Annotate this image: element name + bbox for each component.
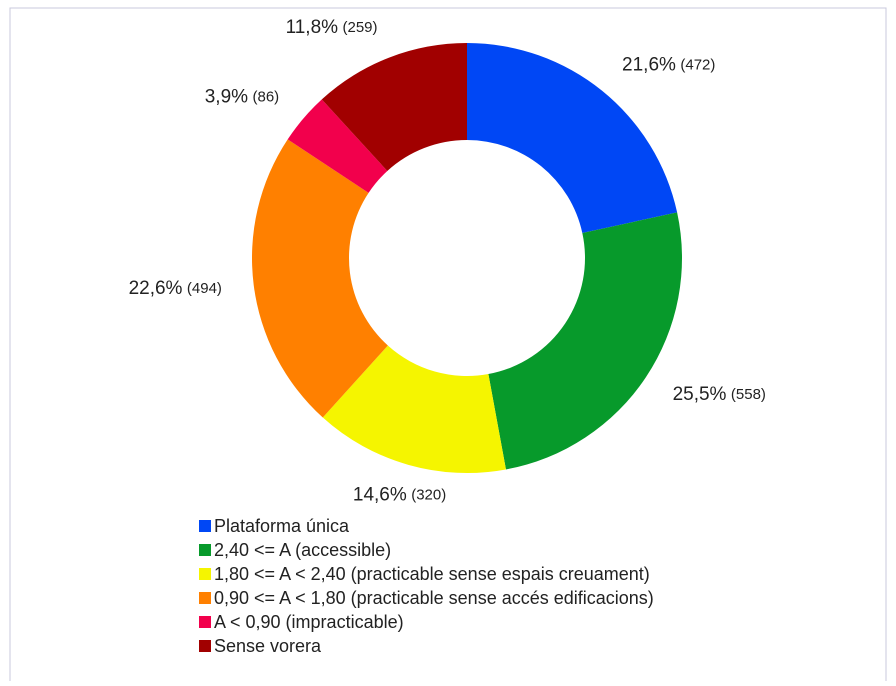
legend-label: 0,90 <= A < 1,80 (practicable sense accé… (214, 588, 654, 608)
percent-label: 22,6% (129, 278, 183, 299)
slice (322, 345, 506, 473)
legend-label: A < 0,90 (impracticable) (214, 612, 404, 632)
count-label: (472) (680, 57, 715, 74)
slice (287, 99, 388, 193)
legend-label: Sense vorera (214, 636, 322, 656)
count-label: (320) (411, 487, 446, 504)
legend-swatch (199, 616, 211, 628)
count-label: (259) (342, 19, 377, 36)
percent-label: 3,9% (205, 87, 248, 108)
slice-label: 3,9% (86) (205, 87, 279, 108)
slice (251, 139, 388, 418)
count-label: (86) (252, 89, 279, 106)
frame (9, 7, 887, 681)
slice-label: 11,8% (259) (286, 17, 378, 38)
legend-swatch (199, 592, 211, 604)
legend-swatch (199, 544, 211, 556)
slice-label: 22,6% (494) (129, 278, 222, 299)
slice-label: 25,5% (558) (673, 384, 766, 405)
legend-swatch (199, 520, 211, 532)
slice (488, 212, 682, 470)
percent-label: 11,8% (286, 17, 339, 38)
percent-label: 25,5% (673, 384, 727, 405)
percent-label: 14,6% (353, 485, 407, 506)
legend-swatch (199, 640, 211, 652)
slice-label: 14,6% (320) (353, 485, 446, 506)
percent-label: 21,6% (622, 55, 676, 76)
count-label: (558) (731, 386, 766, 403)
count-label: (494) (187, 280, 222, 297)
legend-label: 2,40 <= A (accessible) (214, 540, 391, 560)
legend-label: Plataforma única (214, 516, 350, 536)
legend-label: 1,80 <= A < 2,40 (practicable sense espa… (214, 564, 650, 584)
legend-swatch (199, 568, 211, 580)
slice (467, 43, 678, 233)
slice-label: 21,6% (472) (622, 55, 715, 76)
slice (321, 43, 467, 171)
